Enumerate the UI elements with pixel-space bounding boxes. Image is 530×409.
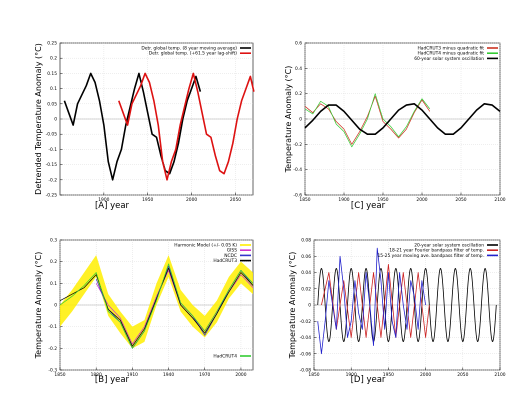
- series-line: [59, 267, 254, 347]
- y-tick-label: -0.4: [293, 167, 302, 173]
- y-tick-label: -0.6: [293, 193, 302, 199]
- legend-label: NCDC: [224, 253, 237, 259]
- panel-label: [A] year: [95, 201, 130, 211]
- y-tick-label: 0.08: [301, 238, 311, 244]
- legend-label: 15-25 year moving ave. bandpass filter o…: [378, 253, 485, 259]
- x-tick-label: 2100: [494, 372, 505, 378]
- y-tick-label: 0.6: [295, 41, 302, 47]
- series-line: [59, 263, 254, 349]
- y-tick-label: 0.1: [50, 281, 57, 287]
- series-group: [304, 93, 501, 148]
- legend-label: 18-21 year Fourier bandpass filter of te…: [389, 248, 484, 254]
- x-tick-label: 2050: [230, 197, 241, 203]
- x-tick-label: 1900: [98, 197, 109, 203]
- x-tick-label: 2050: [455, 197, 466, 203]
- legend-label: HadCRUT3: [213, 258, 237, 264]
- y-tick-label: -0.04: [300, 335, 312, 341]
- y-tick-label: 0.2: [295, 91, 302, 97]
- y-tick-label: -0.2: [293, 142, 302, 148]
- y-tick-label: 0.3: [50, 238, 57, 244]
- y-tick-label: -0.08: [300, 368, 312, 374]
- y-tick-label: 0.04: [301, 270, 311, 276]
- x-tick-label: 1850: [308, 372, 319, 378]
- y-tick-label: 0.15: [47, 71, 57, 77]
- y-axis-label: Temperature Anomaly (°C): [284, 66, 293, 174]
- legend-label: 20-year solar system oscillation: [414, 243, 484, 249]
- y-tick-label: -0.1: [48, 324, 57, 330]
- series-band: [60, 255, 253, 349]
- x-tick-label: 2050: [457, 372, 468, 378]
- series-group: [317, 247, 497, 355]
- x-tick-label: 1950: [383, 372, 394, 378]
- y-tick-label: -0.25: [46, 193, 58, 199]
- panel-d: 0.08 0.06 0.04 0.02 0 -0.02 -0.04 -0.06 -0.08185…: [288, 238, 506, 386]
- x-tick-label: 2000: [186, 197, 197, 203]
- x-tick-label: 1940: [163, 372, 174, 378]
- legend-label: Detr. global temp. (+61.5 year lag-shift…: [149, 51, 238, 57]
- x-tick-label: 1950: [142, 197, 153, 203]
- y-axis-label: Temperature Anomaly (°C): [288, 252, 297, 360]
- legend-label: 60-year solar system oscillation: [414, 56, 484, 62]
- y-tick-label: -0.15: [46, 162, 58, 168]
- series-line: [321, 263, 430, 338]
- legend-label: HadCRUT4 minus quadratic fit: [417, 51, 484, 57]
- x-tick-label: 1850: [299, 197, 310, 203]
- y-tick-label: 0.4: [295, 66, 302, 72]
- x-tick-label: 1900: [346, 372, 357, 378]
- legend-label: Detr. global temp. (8 year moving averag…: [141, 46, 237, 52]
- panel-label: [B] year: [95, 375, 130, 385]
- legend-label: HadCRUT4: [213, 354, 237, 360]
- series-group: [63, 72, 255, 181]
- x-tick-label: 1950: [377, 197, 388, 203]
- y-tick-label: 0: [299, 117, 302, 123]
- series-group: [59, 255, 254, 349]
- y-axis-label: Temperature Anomaly (°C): [34, 252, 43, 360]
- series-line: [118, 72, 255, 181]
- panel-label: [C] year: [351, 201, 386, 211]
- y-tick-label: 0.25: [47, 41, 57, 47]
- series-line: [317, 247, 426, 355]
- y-tick-label: 0.02: [301, 286, 311, 292]
- y-tick-label: 0: [54, 117, 57, 123]
- legend-label: Harmonic Model (+/- 0.05 K): [174, 243, 237, 249]
- y-tick-label: 0.06: [301, 254, 311, 260]
- y-tick-label: 0.1: [50, 86, 57, 92]
- y-tick-label: 0.2: [50, 259, 57, 265]
- y-tick-label: -0.06: [300, 351, 312, 357]
- y-tick-label: 0: [54, 303, 57, 309]
- x-tick-label: 2000: [235, 372, 246, 378]
- y-tick-label: -0.2: [48, 346, 57, 352]
- x-tick-label: 2000: [416, 197, 427, 203]
- x-tick-label: 2000: [420, 372, 431, 378]
- y-tick-label: -0.02: [300, 319, 312, 325]
- series-line: [304, 93, 431, 148]
- panel-a: 0.25 0.2 0.15 0.1 0.05 0 -0.05 -0.1 -0.15 -0.2 -0.…: [34, 41, 255, 211]
- series-line: [304, 103, 501, 135]
- y-tick-label: -0.2: [48, 177, 57, 183]
- panel-label: [D] year: [351, 375, 386, 385]
- x-tick-label: 1850: [54, 372, 65, 378]
- y-tick-label: -0.05: [46, 132, 58, 138]
- legend-label: GISS: [227, 248, 237, 254]
- x-tick-label: 1880: [91, 372, 102, 378]
- y-tick-label: 0: [308, 303, 311, 309]
- x-tick-label: 1970: [199, 372, 210, 378]
- legend-label: HadCRUT3 minus quadratic fit: [417, 46, 484, 52]
- y-tick-label: 0.05: [47, 101, 57, 107]
- y-axis-label: Detrended Temperature Anomaly (°C): [34, 43, 43, 195]
- x-tick-label: 1910: [127, 372, 138, 378]
- series-line: [63, 72, 202, 181]
- x-tick-label: 1900: [338, 197, 349, 203]
- y-tick-label: 0.2: [50, 56, 57, 62]
- x-tick-label: 2100: [494, 197, 505, 203]
- y-tick-label: -0.1: [48, 147, 57, 153]
- y-tick-label: -0.3: [48, 368, 57, 374]
